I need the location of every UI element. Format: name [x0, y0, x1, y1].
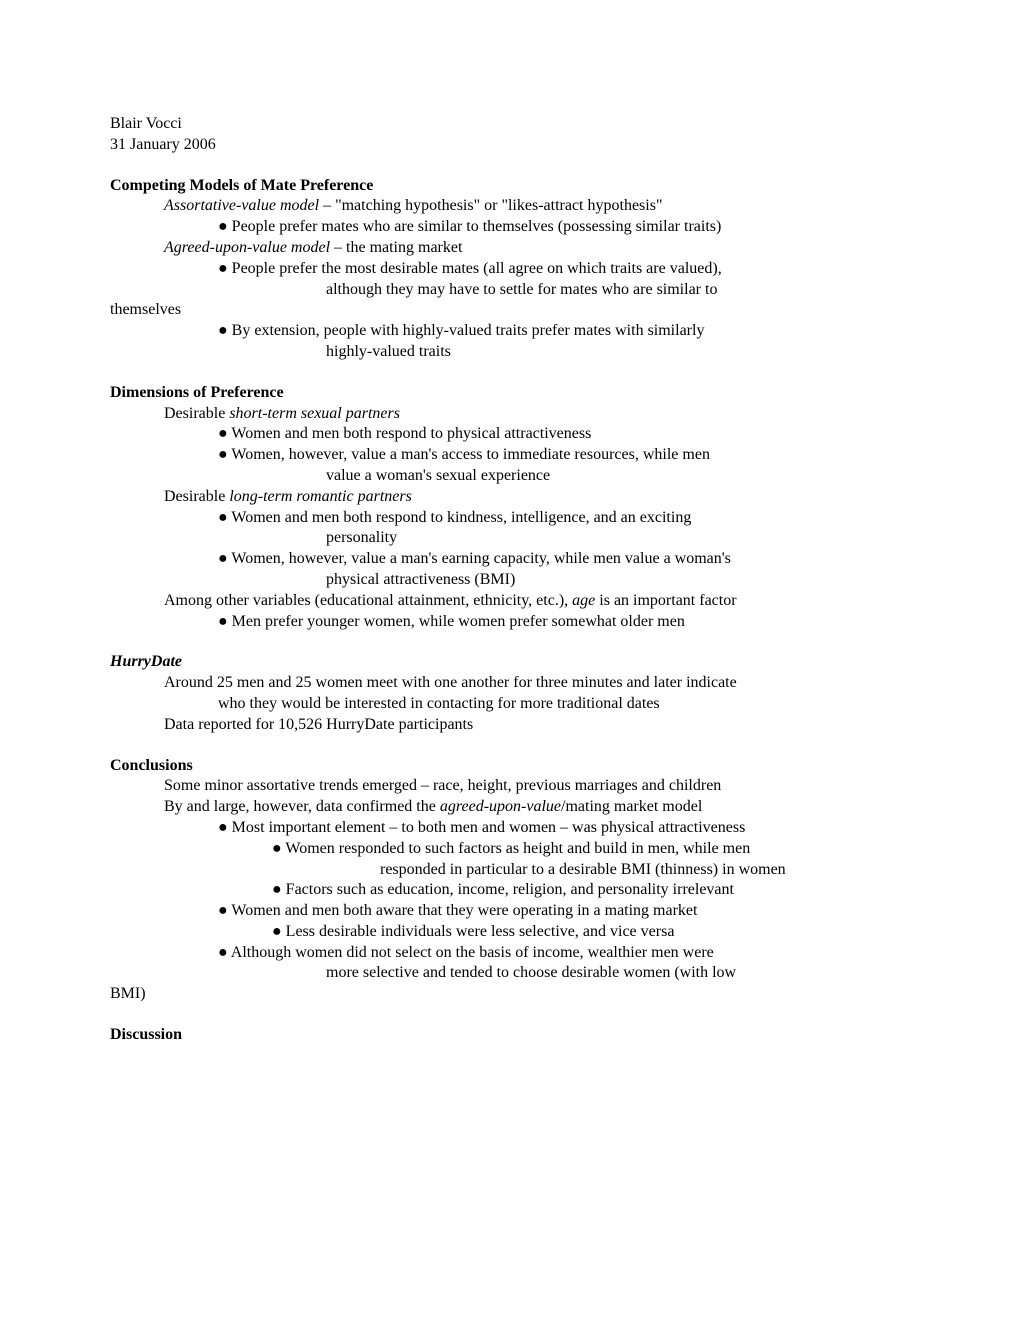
- bullet-continuation: more selective and tended to choose desi…: [326, 963, 910, 984]
- bullet-item: ● People prefer mates who are similar to…: [218, 217, 910, 238]
- body-line: Data reported for 10,526 HurryDate parti…: [164, 715, 910, 736]
- body-line: Around 25 men and 25 women meet with one…: [164, 673, 910, 694]
- subheading-prefix: Desirable: [164, 488, 229, 505]
- bullet-continuation: although they may have to settle for mat…: [326, 280, 910, 301]
- bullet-continuation: highly-valued traits: [326, 342, 910, 363]
- document-page: Blair Vocci 31 January 2006 Competing Mo…: [0, 0, 1020, 1320]
- model-desc: – the mating market: [330, 239, 462, 256]
- section-title-discussion: Discussion: [110, 1025, 910, 1046]
- bullet-item: ● Women, however, value a man's earning …: [218, 549, 910, 570]
- bullet-continuation: physical attractiveness (BMI): [326, 570, 910, 591]
- sub-bullet-item: ● Factors such as education, income, rel…: [272, 880, 910, 901]
- line2-prefix: By and large, however, data confirmed th…: [164, 798, 440, 815]
- bullet-item: ● Women, however, value a man's access t…: [218, 445, 910, 466]
- bullet-item: ● Women and men both respond to kindness…: [218, 508, 910, 529]
- subheading-italic: long-term romantic partners: [229, 488, 412, 505]
- body-line: Some minor assortative trends emerged – …: [164, 776, 910, 797]
- author-name: Blair Vocci: [110, 114, 910, 135]
- model-agreed: Agreed-upon-value model – the mating mar…: [164, 238, 910, 259]
- bullet-item: ● By extension, people with highly-value…: [218, 321, 910, 342]
- sub-bullet-item: ● Less desirable individuals were less s…: [272, 922, 910, 943]
- line2-italic: agreed-upon-value: [440, 798, 561, 815]
- bullet-item: ● Most important element – to both men a…: [218, 818, 910, 839]
- among-suffix: is an important factor: [595, 592, 736, 609]
- section-title-competing-models: Competing Models of Mate Preference: [110, 176, 910, 197]
- body-line: By and large, however, data confirmed th…: [164, 797, 910, 818]
- bullet-item: ● People prefer the most desirable mates…: [218, 259, 910, 280]
- bullet-item: ● Women and men both respond to physical…: [218, 424, 910, 445]
- bullet-continuation: themselves: [110, 300, 910, 321]
- document-date: 31 January 2006: [110, 135, 910, 156]
- bullet-continuation: value a woman's sexual experience: [326, 466, 910, 487]
- model-desc: – "matching hypothesis" or "likes-attrac…: [319, 197, 662, 214]
- section-title-conclusions: Conclusions: [110, 756, 910, 777]
- model-assortative: Assortative-value model – "matching hypo…: [164, 196, 910, 217]
- bullet-continuation: personality: [326, 528, 910, 549]
- bullet-item: ● Although women did not select on the b…: [218, 943, 910, 964]
- subheading: Desirable short-term sexual partners: [164, 404, 910, 425]
- bullet-item: ● Women and men both aware that they wer…: [218, 901, 910, 922]
- among-italic: age: [572, 592, 595, 609]
- line2-suffix: /mating market model: [561, 798, 702, 815]
- among-prefix: Among other variables (educational attai…: [164, 592, 572, 609]
- model-name-italic: Agreed-upon-value model: [164, 239, 330, 256]
- section-title-dimensions: Dimensions of Preference: [110, 383, 910, 404]
- bullet-continuation: BMI): [110, 984, 910, 1005]
- model-name-italic: Assortative-value model: [164, 197, 319, 214]
- sub-bullet-item: ● Women responded to such factors as hei…: [272, 839, 910, 860]
- body-continuation: who they would be interested in contacti…: [218, 694, 910, 715]
- subheading: Desirable long-term romantic partners: [164, 487, 910, 508]
- subheading-prefix: Desirable: [164, 405, 229, 422]
- sub-bullet-continuation: responded in particular to a desirable B…: [380, 860, 910, 881]
- among-line: Among other variables (educational attai…: [164, 591, 910, 612]
- section-title-hurrydate: HurryDate: [110, 652, 910, 673]
- subheading-italic: short-term sexual partners: [229, 405, 400, 422]
- bullet-item: ● Men prefer younger women, while women …: [218, 612, 910, 633]
